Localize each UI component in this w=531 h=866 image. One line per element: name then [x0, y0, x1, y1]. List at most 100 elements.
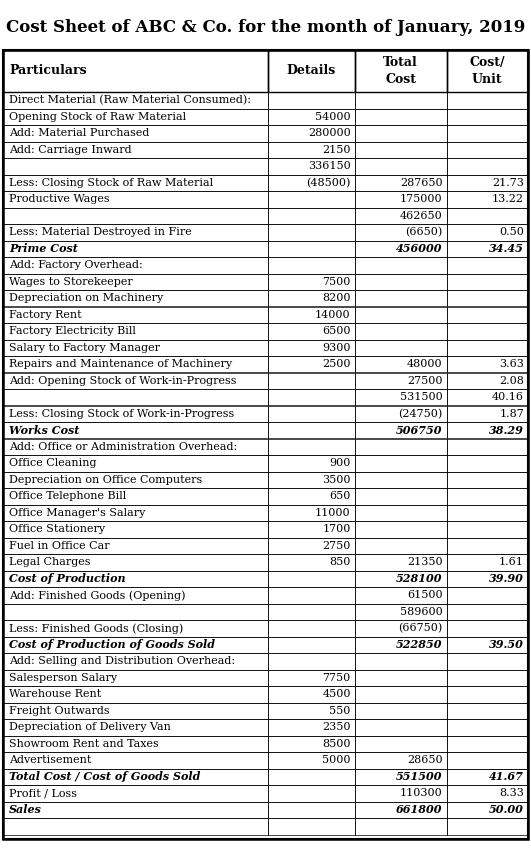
Bar: [268, 554, 355, 571]
Bar: [268, 141, 355, 158]
Text: Warehouse Rent: Warehouse Rent: [9, 689, 101, 699]
Bar: [355, 521, 447, 538]
Text: (6650): (6650): [405, 227, 443, 237]
Text: 34.45: 34.45: [489, 243, 524, 255]
Bar: [355, 719, 447, 735]
Text: Productive Wages: Productive Wages: [9, 194, 109, 204]
Text: 589600: 589600: [400, 607, 443, 617]
Text: 7750: 7750: [322, 673, 351, 682]
Bar: [447, 141, 528, 158]
Text: 21.73: 21.73: [492, 178, 524, 188]
Bar: [447, 422, 528, 438]
Bar: [3, 290, 268, 307]
Bar: [268, 702, 355, 719]
Bar: [268, 241, 355, 257]
Bar: [355, 488, 447, 505]
Bar: [3, 471, 268, 488]
Text: Add: Selling and Distribution Overhead:: Add: Selling and Distribution Overhead:: [9, 656, 235, 666]
Bar: [3, 521, 268, 538]
Text: 650: 650: [329, 491, 351, 501]
Bar: [3, 505, 268, 521]
Text: 0.50: 0.50: [499, 227, 524, 237]
Text: Less: Finished Goods (Closing): Less: Finished Goods (Closing): [9, 623, 183, 634]
Text: 61500: 61500: [407, 591, 443, 600]
Bar: [447, 702, 528, 719]
Text: Less: Material Destroyed in Fire: Less: Material Destroyed in Fire: [9, 227, 192, 237]
Bar: [3, 158, 268, 175]
Bar: [3, 752, 268, 768]
Bar: [268, 802, 355, 818]
Bar: [447, 471, 528, 488]
Bar: [268, 175, 355, 191]
Bar: [3, 356, 268, 372]
Bar: [3, 339, 268, 356]
Bar: [447, 208, 528, 224]
Text: 8200: 8200: [322, 294, 351, 303]
Bar: [355, 471, 447, 488]
Text: Details: Details: [287, 64, 336, 77]
Text: 3500: 3500: [322, 475, 351, 485]
Bar: [355, 768, 447, 785]
Text: 39.90: 39.90: [489, 573, 524, 585]
Text: Works Cost: Works Cost: [9, 424, 79, 436]
Text: Legal Charges: Legal Charges: [9, 557, 90, 567]
Bar: [268, 372, 355, 389]
Text: Total Cost / Cost of Goods Sold: Total Cost / Cost of Goods Sold: [9, 772, 200, 782]
Bar: [3, 719, 268, 735]
Bar: [447, 50, 528, 92]
Bar: [268, 208, 355, 224]
Bar: [355, 455, 447, 471]
Bar: [3, 323, 268, 339]
Bar: [447, 604, 528, 620]
Bar: [355, 538, 447, 554]
Text: Showroom Rent and Taxes: Showroom Rent and Taxes: [9, 739, 159, 749]
Text: Depreciation of Delivery Van: Depreciation of Delivery Van: [9, 722, 171, 733]
Bar: [447, 686, 528, 702]
Bar: [355, 158, 447, 175]
Bar: [268, 719, 355, 735]
Bar: [355, 356, 447, 372]
Bar: [3, 455, 268, 471]
Bar: [3, 274, 268, 290]
Bar: [3, 307, 268, 323]
Bar: [355, 637, 447, 653]
Bar: [268, 422, 355, 438]
Bar: [447, 735, 528, 752]
Bar: [355, 175, 447, 191]
Bar: [268, 257, 355, 274]
Text: 2750: 2750: [322, 540, 351, 551]
Bar: [268, 108, 355, 125]
Bar: [355, 405, 447, 422]
Bar: [355, 108, 447, 125]
Bar: [268, 389, 355, 405]
Bar: [447, 125, 528, 141]
Bar: [3, 389, 268, 405]
Text: 39.50: 39.50: [489, 639, 524, 650]
Bar: [447, 785, 528, 802]
Bar: [355, 372, 447, 389]
Text: Advertisement: Advertisement: [9, 755, 91, 766]
Bar: [3, 141, 268, 158]
Bar: [268, 92, 355, 108]
Bar: [355, 735, 447, 752]
Bar: [447, 669, 528, 686]
Bar: [447, 323, 528, 339]
Bar: [268, 785, 355, 802]
Text: Freight Outwards: Freight Outwards: [9, 706, 109, 716]
Text: Add: Opening Stock of Work-in-Progress: Add: Opening Stock of Work-in-Progress: [9, 376, 236, 385]
Bar: [3, 785, 268, 802]
Text: Factory Electricity Bill: Factory Electricity Bill: [9, 326, 136, 336]
Bar: [355, 339, 447, 356]
Text: 287650: 287650: [400, 178, 443, 188]
Text: 8500: 8500: [322, 739, 351, 749]
Bar: [355, 752, 447, 768]
Text: 6500: 6500: [322, 326, 351, 336]
Text: Opening Stock of Raw Material: Opening Stock of Raw Material: [9, 112, 186, 122]
Bar: [3, 257, 268, 274]
Bar: [447, 587, 528, 604]
Bar: [268, 669, 355, 686]
Text: Direct Material (Raw Material Consumed):: Direct Material (Raw Material Consumed):: [9, 95, 251, 106]
Bar: [355, 818, 447, 835]
Text: 850: 850: [329, 557, 351, 567]
Bar: [447, 405, 528, 422]
